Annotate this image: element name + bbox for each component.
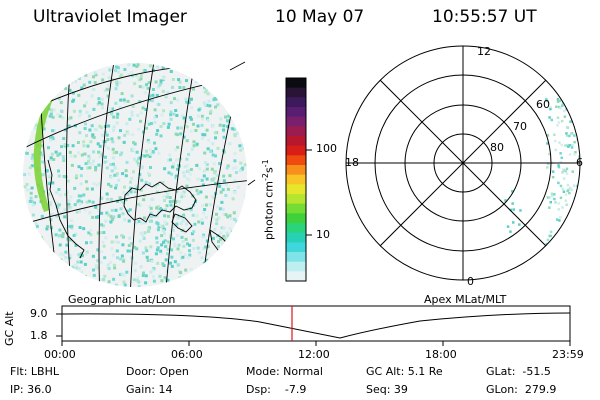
colorbar-band bbox=[286, 271, 306, 282]
colorbar-band bbox=[286, 116, 306, 127]
colorbar-band bbox=[286, 97, 306, 108]
polar-caption: Apex MLat/MLT bbox=[424, 293, 507, 306]
info-dsp: Dsp: -7.9 bbox=[246, 383, 307, 396]
colorbar-band bbox=[286, 261, 306, 272]
colorbar-band bbox=[286, 87, 306, 98]
mlat-label-70: 70 bbox=[513, 120, 527, 133]
mlt-label-6: 6 bbox=[576, 156, 583, 169]
info-glon: GLon: 279.9 bbox=[486, 383, 557, 396]
mlat-label-80: 80 bbox=[490, 141, 504, 154]
geo-image-panel bbox=[23, 61, 256, 287]
instrument-title: Ultraviolet Imager bbox=[33, 7, 187, 27]
orbit-xtick-0000: 00:00 bbox=[44, 348, 76, 361]
colorbar-band bbox=[286, 165, 306, 176]
colorbar-band bbox=[286, 78, 306, 89]
orbit-xtick-1200: 12:00 bbox=[298, 348, 330, 361]
info-seq: Seq: 39 bbox=[366, 383, 408, 396]
orbit-panel bbox=[56, 305, 571, 346]
colorbar bbox=[285, 77, 312, 282]
orbit-xtick-0600: 06:00 bbox=[171, 348, 203, 361]
info-door: Door: Open bbox=[126, 365, 189, 378]
colorbar-tick-100: 100 bbox=[316, 142, 337, 155]
colorbar-tick-10: 10 bbox=[316, 228, 330, 241]
colorbar-band bbox=[286, 194, 306, 205]
colorbar-band bbox=[286, 107, 306, 118]
colorbar-band bbox=[286, 126, 306, 137]
mlt-label-0: 0 bbox=[467, 275, 474, 288]
info-ip: IP: 36.0 bbox=[10, 383, 52, 396]
orbit-ytick-9: 9.0 bbox=[30, 307, 48, 320]
polar-plot bbox=[345, 45, 581, 281]
info-glat: GLat: -51.5 bbox=[486, 365, 551, 378]
info-mode: Mode: Normal bbox=[246, 365, 323, 378]
colorbar-band bbox=[286, 252, 306, 263]
colorbar-unit-label: photon cm-2s-1 bbox=[261, 159, 276, 240]
time-label: 10:55:57 UT bbox=[432, 7, 537, 27]
orbit-axis-label: GC Alt bbox=[3, 311, 16, 346]
colorbar-band bbox=[286, 136, 306, 147]
date-label: 10 May 07 bbox=[275, 7, 365, 27]
mlt-label-18: 18 bbox=[345, 156, 359, 169]
info-gc-alt: GC Alt: 5.1 Re bbox=[366, 365, 443, 378]
mlat-label-60: 60 bbox=[536, 98, 550, 111]
colorbar-band bbox=[286, 232, 306, 243]
info-gain: Gain: 14 bbox=[126, 383, 173, 396]
info-flt: Flt: LBHL bbox=[10, 365, 59, 378]
colorbar-band bbox=[286, 242, 306, 253]
colorbar-band bbox=[286, 174, 306, 185]
colorbar-band bbox=[286, 184, 306, 195]
mlt-label-12: 12 bbox=[477, 45, 491, 58]
orbit-xtick-2359: 23:59 bbox=[552, 348, 584, 361]
orbit-ytick-1-8: 1.8 bbox=[30, 329, 48, 342]
colorbar-band bbox=[286, 155, 306, 166]
orbit-xtick-1800: 18:00 bbox=[425, 348, 457, 361]
colorbar-band bbox=[286, 223, 306, 234]
colorbar-band bbox=[286, 203, 306, 214]
colorbar-band bbox=[286, 213, 306, 224]
colorbar-band bbox=[286, 145, 306, 156]
geo-caption: Geographic Lat/Lon bbox=[68, 293, 176, 306]
